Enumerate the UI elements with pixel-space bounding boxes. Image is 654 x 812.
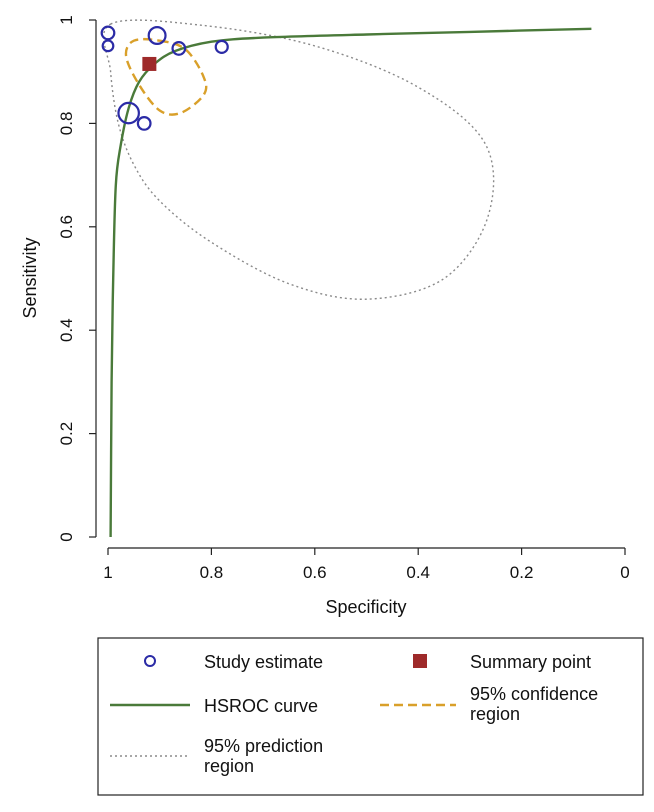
confidence-region-contour <box>124 37 208 116</box>
study-estimate-point-6 <box>117 101 140 125</box>
y-tick-label: 0.8 <box>57 112 76 136</box>
summary-point-marker <box>142 56 157 71</box>
prediction-region-contour <box>102 19 495 300</box>
legend-label-summary: Summary point <box>470 652 591 672</box>
x-tick-label: 0.2 <box>510 563 534 582</box>
x-tick-label: 0.4 <box>406 563 430 582</box>
study-estimate-point-7 <box>136 115 152 131</box>
legend-label-prediction: region <box>204 756 254 776</box>
legend-label-confidence: 95% confidence <box>470 684 598 704</box>
legend-label-prediction: 95% prediction <box>204 736 323 756</box>
y-tick-label: 0.2 <box>57 422 76 446</box>
x-axis-title: Specificity <box>325 597 406 617</box>
study-estimate-point-5 <box>214 39 229 54</box>
legend-summary-point-key <box>413 654 427 668</box>
legend-label-hsroc: HSROC curve <box>204 696 318 716</box>
y-tick-label: 0 <box>57 532 76 541</box>
x-tick-label: 0.6 <box>303 563 327 582</box>
study-estimate-point-2 <box>101 39 115 53</box>
x-tick-label: 0.8 <box>200 563 224 582</box>
study-estimate-point-1 <box>100 25 116 41</box>
y-tick-label: 1 <box>57 15 76 24</box>
legend-label-confidence: region <box>470 704 520 724</box>
y-tick-label: 0.4 <box>57 318 76 342</box>
legend-box <box>97 637 644 796</box>
legend-study-estimate-key <box>144 655 156 667</box>
y-axis-title: Sensitivity <box>20 237 40 318</box>
study-estimate-point-4 <box>171 41 187 56</box>
hsroc-curve-line <box>109 27 592 538</box>
y-tick-label: 0.6 <box>57 215 76 239</box>
x-tick-label: 1 <box>103 563 112 582</box>
legend-label-study: Study estimate <box>204 652 323 672</box>
x-tick-label: 0 <box>620 563 629 582</box>
study-estimate-point-3 <box>147 26 167 46</box>
